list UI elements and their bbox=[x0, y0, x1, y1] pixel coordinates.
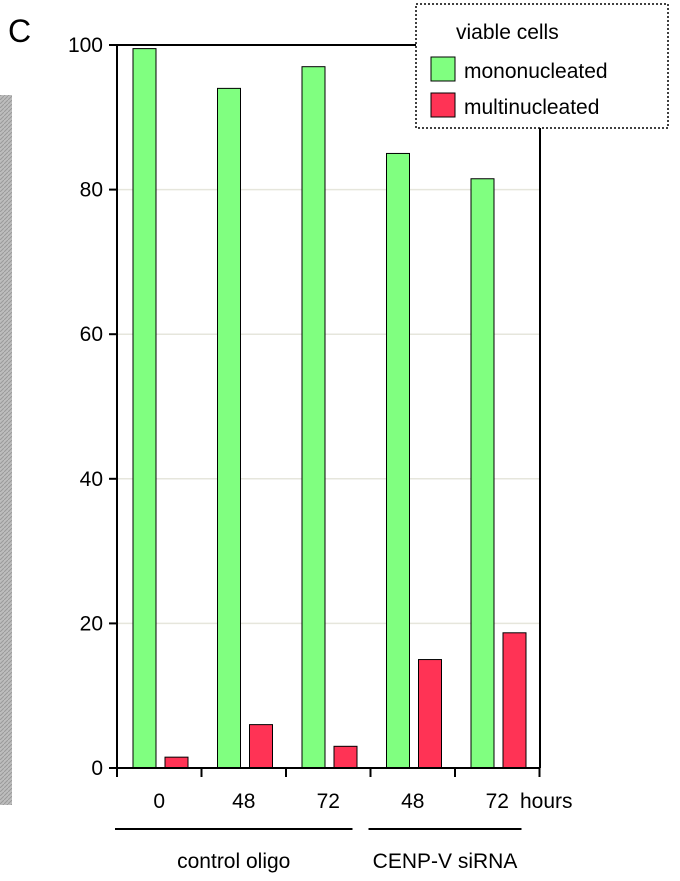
legend-label-multinucleated: multinucleated bbox=[464, 96, 599, 119]
bar-multinucleated-0 bbox=[164, 756, 189, 769]
bar-mononucleated-0 bbox=[132, 48, 157, 769]
group-label-0: control oligo bbox=[177, 850, 290, 873]
x-tick-label-0: 0 bbox=[153, 790, 165, 813]
bar-mononucleated-1 bbox=[217, 87, 241, 769]
panel-label: C bbox=[8, 13, 31, 49]
y-tick-label-80: 80 bbox=[80, 179, 103, 202]
group-label-1: CENP-V siRNA bbox=[373, 850, 518, 873]
x-tick-label-1: 48 bbox=[232, 790, 255, 813]
y-tick-label-100: 100 bbox=[68, 34, 103, 57]
bar-multinucleated-3 bbox=[418, 659, 442, 769]
x-tick-label-4: 72 bbox=[486, 790, 509, 813]
legend-title: viable cells bbox=[456, 21, 559, 44]
legend: viable cells mononucleated multinucleate… bbox=[415, 3, 669, 129]
neighbor-panel-strip bbox=[0, 95, 12, 805]
bar-multinucleated-2 bbox=[333, 745, 358, 769]
y-tick-label-20: 20 bbox=[80, 612, 103, 635]
y-tick-label-0: 0 bbox=[91, 757, 103, 780]
bar-mononucleated-2 bbox=[301, 66, 326, 769]
x-tick-label-2: 72 bbox=[317, 790, 340, 813]
legend-label-mononucleated: mononucleated bbox=[464, 60, 608, 83]
x-unit-label: hours bbox=[520, 790, 573, 813]
y-tick-label-60: 60 bbox=[80, 323, 103, 346]
legend-swatch-multinucleated bbox=[430, 92, 456, 118]
x-tick-label-3: 48 bbox=[401, 790, 424, 813]
legend-swatch-mononucleated bbox=[430, 56, 456, 82]
bar-mononucleated-3 bbox=[386, 152, 410, 769]
bar-multinucleated-1 bbox=[249, 724, 273, 769]
bar-mononucleated-4 bbox=[470, 178, 495, 769]
legend-box bbox=[415, 3, 669, 129]
y-tick-label-40: 40 bbox=[80, 468, 103, 491]
bar-multinucleated-4 bbox=[502, 632, 527, 769]
